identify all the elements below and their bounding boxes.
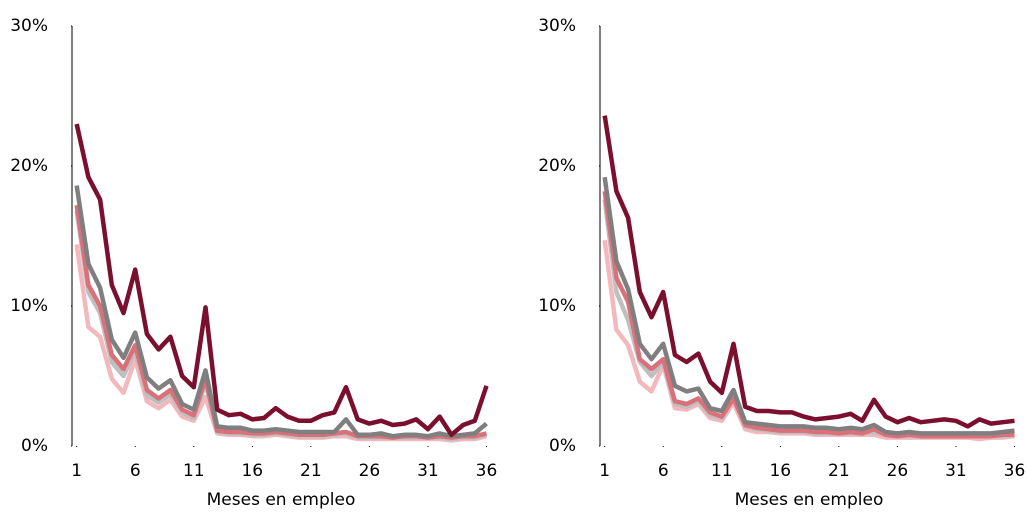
y-tick-label: 0% xyxy=(549,436,576,456)
x-tick-label: 31 xyxy=(945,461,967,481)
x-tick-label: 11 xyxy=(711,461,733,481)
y-tick-label: 20% xyxy=(10,156,48,176)
x-tick-label: 36 xyxy=(1004,461,1026,481)
series-line xyxy=(74,204,488,440)
series-line xyxy=(74,210,488,442)
series-line xyxy=(602,176,1015,436)
y-tick-label: 30% xyxy=(10,16,48,36)
x-tick-label: 1 xyxy=(71,461,82,481)
x-tick-label: 1 xyxy=(599,461,610,481)
x-tick-label: 16 xyxy=(769,461,791,481)
y-tick-label: 30% xyxy=(538,16,576,36)
x-tick-label: 6 xyxy=(658,461,669,481)
x-tick-label: 11 xyxy=(183,461,205,481)
x-tick-label: 26 xyxy=(359,461,381,481)
series-line xyxy=(602,115,1015,429)
series-line xyxy=(602,239,1015,442)
x-tick-label: 21 xyxy=(828,461,850,481)
y-tick-label: 10% xyxy=(538,296,576,316)
x-axis-title: Meses en empleo xyxy=(735,490,884,510)
x-tick-label: 16 xyxy=(241,461,263,481)
x-axis-title: Meses en empleo xyxy=(207,490,356,510)
x-tick-label: 21 xyxy=(300,461,322,481)
x-tick-label: 6 xyxy=(130,461,141,481)
y-tick-label: 0% xyxy=(21,436,48,456)
x-tick-label: 31 xyxy=(417,461,439,481)
x-tick-label: 36 xyxy=(476,461,498,481)
y-tick-label: 20% xyxy=(538,156,576,176)
x-tick-label: 26 xyxy=(887,461,909,481)
series-line xyxy=(602,190,1015,439)
series-line xyxy=(74,185,488,439)
y-tick-label: 10% xyxy=(10,296,48,316)
series-line xyxy=(74,123,489,438)
